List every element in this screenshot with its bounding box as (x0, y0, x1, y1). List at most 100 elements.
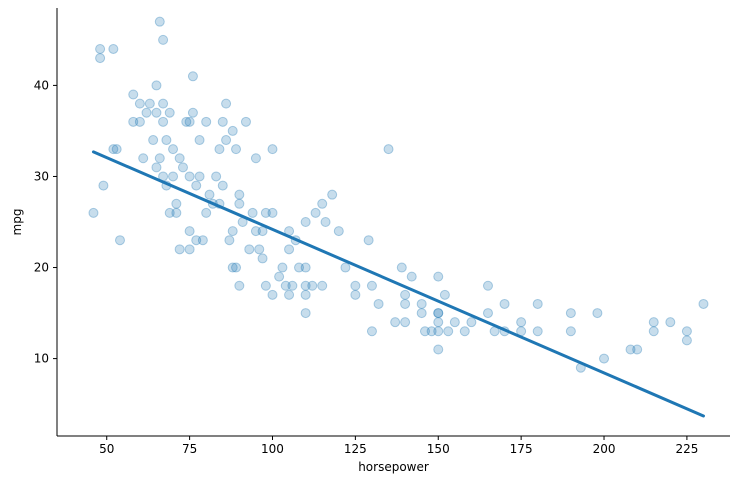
scatter-point (204, 189, 215, 200)
scatter-point (194, 135, 205, 146)
scatter-point (254, 244, 265, 255)
scatter-point (260, 280, 271, 291)
scatter-point (134, 116, 145, 127)
scatter-point (187, 71, 198, 82)
scatter-point (158, 116, 169, 127)
scatter-point (171, 207, 182, 218)
scatter-point (439, 289, 450, 300)
scatter-point (98, 180, 109, 191)
scatter-point (187, 107, 198, 118)
scatter-point (164, 107, 175, 118)
scatter-point (95, 43, 106, 54)
scatter-point (466, 317, 477, 328)
y-tick-label: 20 (34, 261, 49, 275)
scatter-point (284, 289, 295, 300)
scatter-point (459, 326, 470, 337)
scatter-point (294, 262, 305, 273)
regression-line (91, 150, 705, 418)
scatter-point (151, 80, 162, 91)
scatter-point (433, 271, 444, 282)
scatter-point (665, 317, 676, 328)
y-axis-label: mpg (10, 209, 24, 236)
scatter-point (532, 326, 543, 337)
scatter-point (171, 198, 182, 209)
scatter-point (227, 226, 238, 237)
scatter-point (274, 271, 285, 282)
scatter-point (214, 144, 225, 155)
scatter-point (300, 308, 311, 319)
scatter-point (390, 317, 401, 328)
scatter-point (366, 326, 377, 337)
scatter-point (327, 189, 338, 200)
scatter-point (433, 317, 444, 328)
scatter-point (698, 298, 709, 309)
scatter-point (158, 98, 169, 109)
scatter-point (168, 171, 179, 182)
scatter-point (250, 153, 261, 164)
scatter-point (217, 180, 228, 191)
scatter-point (516, 317, 527, 328)
scatter-point (244, 244, 255, 255)
scatter-point (406, 271, 417, 282)
scatter-point (141, 107, 152, 118)
scatter-point (363, 235, 374, 246)
scatter-point (277, 262, 288, 273)
scatter-point (350, 280, 361, 291)
scatter-point (681, 326, 692, 337)
x-tick-label: 225 (675, 442, 698, 456)
scatter-point (111, 144, 122, 155)
y-ticks: 10 20 30 40 (34, 78, 57, 366)
scatter-point (396, 262, 407, 273)
scatter-point (114, 235, 125, 246)
scatter-point (161, 135, 172, 146)
x-tick-label: 50 (99, 442, 114, 456)
scatter-point (383, 144, 394, 155)
scatter-point (280, 280, 291, 291)
scatter-point (400, 298, 411, 309)
y-tick-label: 40 (34, 78, 49, 92)
scatter-point (194, 171, 205, 182)
scatter-point (181, 116, 192, 127)
scatter-point (191, 180, 202, 191)
scatter-point (177, 162, 188, 173)
scatter-point (482, 280, 493, 291)
scatter-point (184, 244, 195, 255)
x-tick-label: 75 (182, 442, 197, 456)
scatter-point (247, 207, 258, 218)
scatter-point (482, 308, 493, 319)
x-tick-label: 175 (510, 442, 533, 456)
scatter-point (257, 253, 268, 264)
scatter-point (154, 153, 165, 164)
scatter-point (433, 308, 444, 319)
scatter-point (284, 244, 295, 255)
scatter-point (184, 226, 195, 237)
scatter-point (134, 98, 145, 109)
scatter-point (648, 326, 659, 337)
scatter-point (164, 207, 175, 218)
scatter-point (108, 43, 119, 54)
scatter-point (217, 116, 228, 127)
scatter-point (300, 280, 311, 291)
scatter-point (449, 317, 460, 328)
scatter-point (267, 144, 278, 155)
scatter-point (197, 235, 208, 246)
scatter-point (148, 135, 159, 146)
scatter-point (240, 116, 251, 127)
scatter-point (287, 280, 298, 291)
x-tick-label: 150 (427, 442, 450, 456)
scatter-point (227, 125, 238, 136)
x-tick-label: 200 (593, 442, 616, 456)
scatter-point (108, 144, 119, 155)
scatter-point (499, 298, 510, 309)
x-tick-label: 125 (344, 442, 367, 456)
scatter-point (416, 308, 427, 319)
scatter-point (227, 262, 238, 273)
scatter-point (174, 244, 185, 255)
scatter-point (419, 326, 430, 337)
scatter-point (231, 262, 242, 273)
scatter-point (201, 116, 212, 127)
x-ticks: 50 75 100 125 150 175 200 225 (99, 436, 698, 456)
scatter-point (300, 289, 311, 300)
scatter-point (184, 116, 195, 127)
scatter-point (320, 217, 331, 227)
